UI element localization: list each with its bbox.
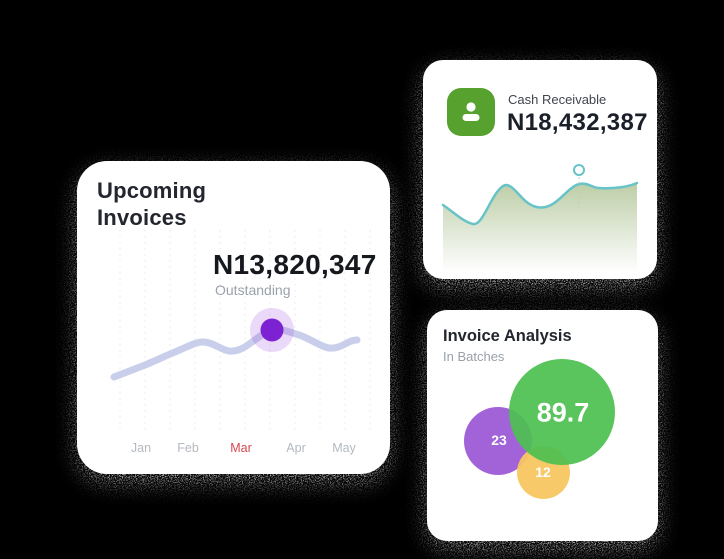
chart-gridlines <box>119 230 371 433</box>
cash-receivable-label: Cash Receivable <box>508 92 607 107</box>
month-jan[interactable]: Jan <box>130 441 152 455</box>
bubble-purple-value: 23 <box>491 432 507 448</box>
cash-receivable-card: Cash Receivable N18,432,387 <box>423 60 657 279</box>
month-mar-selected[interactable]: Mar <box>230 441 252 455</box>
user-icon <box>462 102 480 121</box>
highlight-point-dot[interactable] <box>260 318 284 342</box>
invoice-analysis-card: Invoice Analysis In Batches 89.7 23 12 <box>427 310 658 541</box>
cash-area-fill <box>443 183 637 272</box>
upcoming-invoices-card: Upcoming Invoices N13,820,347 Outstandin… <box>77 161 390 474</box>
card-subtitle: In Batches <box>443 349 505 364</box>
bubble-green-value: 89.7 <box>536 397 590 428</box>
month-axis: Jan Feb Mar Apr May <box>77 441 390 461</box>
card-title: Invoice Analysis <box>443 327 572 345</box>
cash-trend-line <box>441 181 639 226</box>
cash-chart-marker[interactable] <box>573 164 585 176</box>
month-feb[interactable]: Feb <box>177 441 199 455</box>
bubble-green[interactable] <box>509 359 615 465</box>
outstanding-amount: N13,820,347 <box>213 249 377 280</box>
cash-receivable-amount: N18,432,387 <box>507 109 648 136</box>
upcoming-invoices-line-chart <box>110 230 371 433</box>
card-title: Upcoming Invoices <box>97 178 207 230</box>
month-apr[interactable]: Apr <box>286 441 306 455</box>
outstanding-amount-label: Outstanding <box>215 282 291 298</box>
cash-icon-badge <box>447 88 495 136</box>
month-may[interactable]: May <box>332 441 356 455</box>
bubble-yellow-value: 12 <box>535 464 551 480</box>
cash-receivable-area-chart <box>441 164 639 272</box>
invoices-trend-line <box>110 326 361 381</box>
